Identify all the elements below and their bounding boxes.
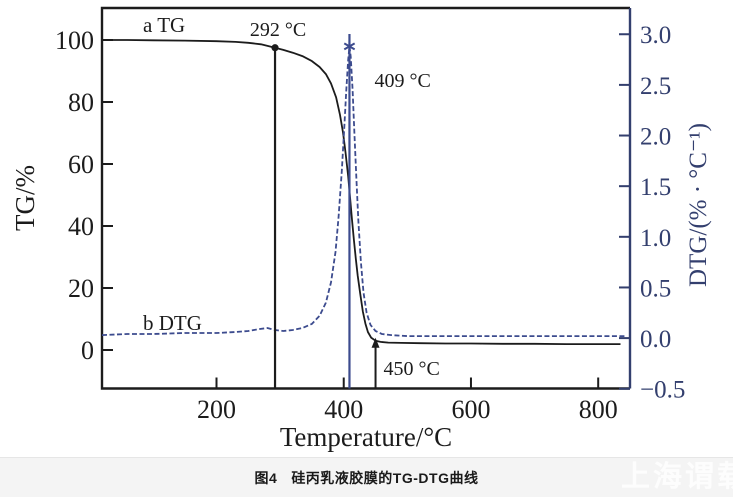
x-axis-tick-label: 600 (451, 395, 490, 424)
y-axis-right-tick-label: 2.0 (640, 124, 671, 151)
dtg-curve (101, 45, 627, 338)
y-axis-left-tick-label: 60 (68, 150, 94, 179)
y-axis-left-tick-label: 20 (68, 274, 94, 303)
dtg-series-label: b DTG (143, 311, 202, 335)
y-axis-left-tick-label: 80 (68, 88, 94, 117)
tg-dtg-chart: 200 400 600 800 0 20 40 60 80 100 −0.5 0.0 0.5 1.0 1.5… (10, 6, 712, 452)
y-axis-right-tick-label: −0.5 (640, 377, 685, 404)
annotation-450-arrow-marker (371, 337, 380, 348)
y-axis-right-tick-label: 0.5 (640, 275, 671, 302)
figure-caption-number: 图4 (254, 469, 278, 486)
x-axis-tick-label: 800 (579, 395, 618, 424)
annotation-409-label: 409 °C (374, 70, 430, 92)
y-axis-left-tick-label: 100 (55, 26, 94, 55)
caption-strip: 图4 硅丙乳液胶膜的TG-DTG曲线 上海谓载 (0, 457, 733, 497)
annotation-292-dot-marker (271, 44, 279, 52)
y-axis-right-tick-label: 1.0 (640, 225, 671, 252)
x-axis-title: Temperature/°C (280, 422, 452, 452)
annotation-450-label: 450 °C (384, 358, 440, 380)
watermark: 上海谓载 (620, 461, 733, 493)
figure-caption: 图4 硅丙乳液胶膜的TG-DTG曲线 (255, 468, 479, 488)
y-axis-right-tick-label: 3.0 (640, 22, 671, 49)
x-axis-tick-label: 200 (197, 395, 236, 424)
y-axis-right-tick-label: 1.5 (640, 174, 671, 201)
y-axis-right-title: DTG/(% · °C⁻¹) (685, 123, 712, 287)
tg-series-label: a TG (143, 13, 185, 37)
x-axis-tick-label: 400 (324, 395, 363, 424)
y-axis-right-tick-label: 0.0 (640, 326, 671, 353)
annotation-292-label: 292 °C (250, 19, 306, 41)
chart-area: 200 400 600 800 0 20 40 60 80 100 −0.5 0.0 0.5 1.0 1.5… (10, 6, 712, 452)
y-axis-left-tick-label: 40 (68, 212, 94, 241)
annotation-409-star-marker (343, 42, 356, 51)
y-axis-left-title: TG/% (10, 165, 40, 231)
y-axis-left-tick-label: 0 (81, 336, 94, 365)
y-axis-right-tick-label: 2.5 (640, 73, 671, 100)
figure-caption-title: 硅丙乳液胶膜的TG-DTG曲线 (291, 469, 479, 486)
plot-frame (100, 6, 630, 390)
